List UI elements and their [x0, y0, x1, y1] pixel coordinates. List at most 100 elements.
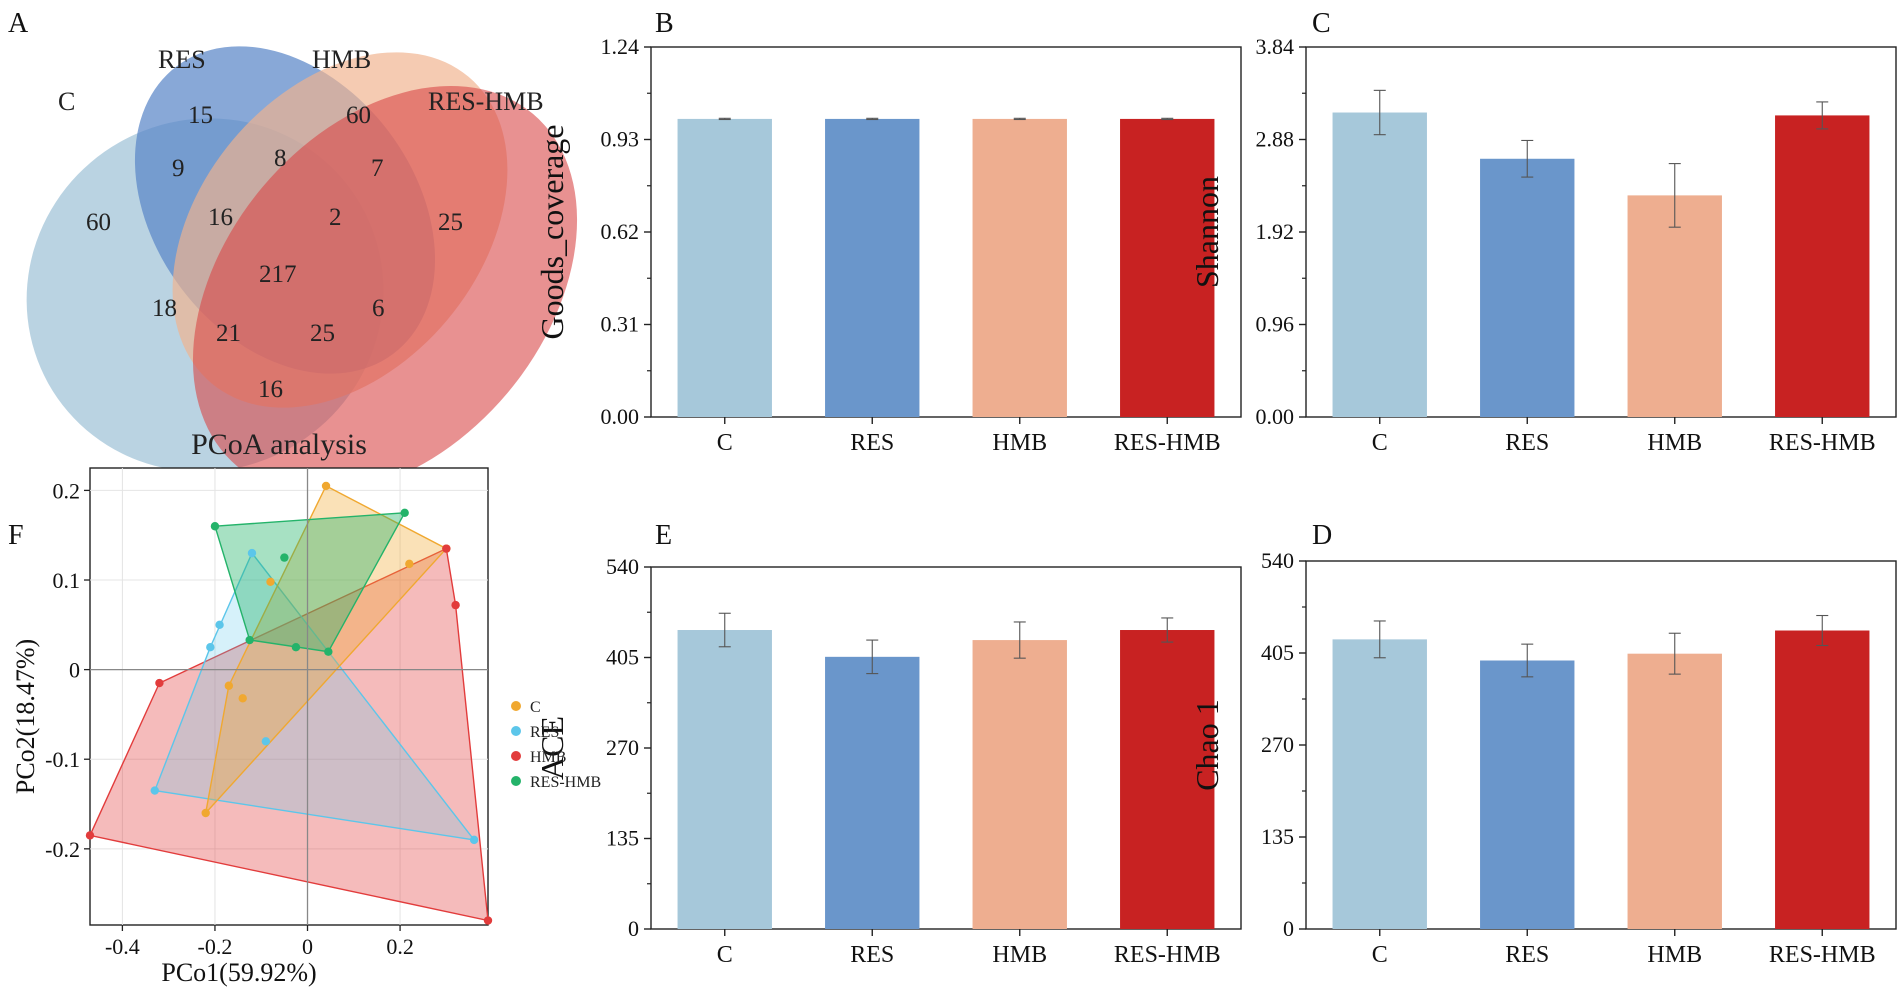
venn-count: 16: [208, 204, 233, 231]
venn-count: 60: [346, 102, 371, 129]
bar: [677, 630, 772, 929]
bar: [1332, 112, 1427, 417]
x-tick-label: -0.2: [198, 934, 233, 959]
data-point: [215, 620, 224, 630]
venn-count: 21: [216, 320, 241, 347]
legend-marker: [511, 776, 521, 786]
y-axis-title: ACE: [534, 716, 570, 780]
x-tick-label: RES: [1505, 942, 1549, 968]
y-tick-label: 0.96: [1256, 312, 1295, 337]
x-tick-label: HMB: [1647, 430, 1702, 456]
data-point: [451, 600, 460, 610]
data-point: [210, 522, 220, 531]
venn-count: 2: [329, 204, 342, 231]
y-tick-label: 405: [1261, 640, 1294, 665]
venn-count: 25: [310, 320, 335, 347]
bar: [1775, 115, 1870, 417]
legend-marker: [511, 751, 521, 761]
x-tick-label: 0: [302, 934, 313, 959]
x-tick-label: C: [717, 942, 733, 968]
x-tick-label: -0.4: [105, 934, 140, 959]
data-point: [150, 786, 159, 795]
y-tick-label: 0.62: [601, 219, 640, 244]
x-tick-label: RES-HMB: [1769, 942, 1876, 968]
data-point: [245, 635, 254, 645]
chart-title: PCoA analysis: [191, 428, 367, 461]
data-point: [201, 808, 210, 818]
y-tick-label: 2.88: [1256, 127, 1295, 152]
legend-marker: [511, 726, 521, 736]
y-axis-title: Goods_coverage: [534, 124, 570, 339]
bar: [1775, 630, 1870, 929]
venn-count: 18: [152, 295, 177, 322]
x-tick-label: 0.2: [386, 934, 414, 959]
y-tick-label: 3.84: [1256, 34, 1295, 59]
bar: [972, 118, 1067, 418]
legend-label: RES-HMB: [530, 774, 601, 791]
y-tick-label: 0: [628, 916, 639, 941]
goods-coverage-chart: 0.00 0.31 0.62 0.93 1.24 C RES HMB RES-HMB Goods_…: [534, 34, 1242, 456]
bar: [825, 118, 920, 418]
chao1-chart: 0 135 270 405 540 C RES HMB RES-HMB Chao 1: [1189, 548, 1897, 968]
bar: [825, 656, 920, 929]
venn-count: 15: [188, 102, 213, 129]
panel-letter-e: E: [655, 520, 672, 551]
data-point: [405, 559, 414, 569]
legend-label: C: [530, 699, 541, 716]
y-tick-label: 405: [606, 645, 639, 670]
y-tick-label: 270: [1261, 732, 1294, 757]
y-tick-label: 0.1: [53, 568, 81, 593]
venn-count: 16: [258, 376, 283, 403]
bar: [1480, 660, 1575, 929]
y-tick-label: 0.00: [1256, 404, 1295, 429]
x-tick-label: C: [717, 430, 733, 456]
x-tick-label: RES-HMB: [1769, 430, 1876, 456]
y-tick-label: 540: [1261, 548, 1294, 573]
panel-letter-c: C: [1312, 8, 1331, 39]
venn-label-hmb: HMB: [312, 45, 371, 74]
bar: [1627, 195, 1722, 417]
venn-count: 25: [438, 209, 463, 236]
data-point: [280, 553, 289, 562]
venn-count: 9: [172, 155, 185, 182]
data-point: [206, 643, 215, 652]
venn-count: 7: [371, 155, 384, 182]
panel-letter-d: D: [1312, 520, 1332, 551]
ace-chart: 0 135 270 405 540 C RES HMB RES-HMB ACE: [534, 554, 1242, 968]
y-tick-label: 135: [1261, 824, 1294, 849]
y-tick-label: 1.24: [601, 34, 640, 59]
data-point: [321, 481, 331, 491]
y-axis-title: Shannon: [1189, 176, 1225, 288]
x-tick-label: HMB: [1647, 942, 1702, 968]
x-tick-label: RES-HMB: [1114, 430, 1221, 456]
x-tick-label: HMB: [992, 430, 1047, 456]
bar: [1332, 639, 1427, 929]
venn-count: 6: [372, 295, 385, 322]
panel-letter-f: F: [8, 520, 24, 551]
data-point: [483, 916, 493, 925]
data-point: [266, 577, 275, 587]
bar: [972, 640, 1067, 929]
bar: [677, 118, 772, 418]
x-tick-label: RES: [850, 430, 894, 456]
legend-label: HMB: [530, 749, 566, 766]
y-tick-label: -0.2: [45, 837, 80, 862]
venn-label-res-hmb: RES-HMB: [428, 87, 544, 116]
data-point: [224, 681, 234, 690]
bar: [1480, 158, 1575, 418]
bar: [1120, 630, 1215, 929]
panel-letter-a: A: [8, 8, 29, 39]
venn-label-c: C: [58, 87, 75, 116]
y-tick-label: 135: [606, 826, 639, 851]
y-tick-label: 1.92: [1256, 219, 1295, 244]
y-axis-title: PCo2(18.47%): [11, 639, 40, 794]
x-axis-title: PCo1(59.92%): [161, 958, 316, 987]
data-point: [400, 508, 409, 518]
y-tick-label: 270: [606, 735, 639, 760]
bar: [1120, 118, 1215, 418]
shannon-chart: 0.00 0.96 1.92 2.88 3.84 C RES HMB RES-HMB Shanno…: [1189, 34, 1897, 456]
legend-marker: [511, 701, 521, 711]
data-point: [469, 835, 479, 845]
x-tick-label: RES: [1505, 430, 1549, 456]
